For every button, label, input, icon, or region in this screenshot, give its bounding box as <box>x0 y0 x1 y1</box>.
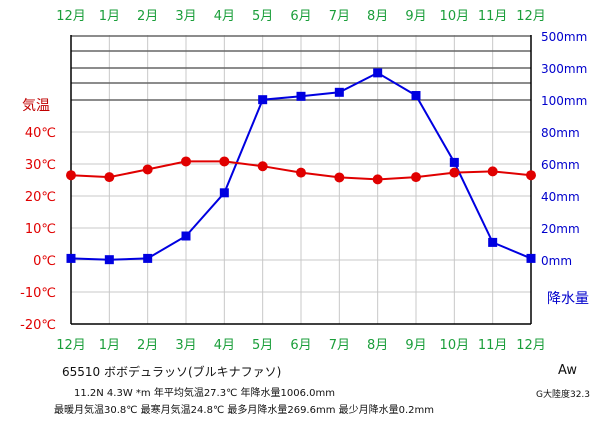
temperature-series <box>66 156 536 185</box>
precipitation-point <box>449 157 459 167</box>
precipitation-tick-label: 300mm <box>541 62 587 76</box>
temperature-tick-label: -20℃ <box>20 318 56 333</box>
month-label-top: 12月 <box>516 9 546 24</box>
temperature-point <box>411 172 421 183</box>
precipitation-point <box>219 188 229 198</box>
station-summary: 11.2N 4.3W *m 年平均気温27.3℃ 年降水量1006.0mm <box>74 388 335 399</box>
precipitation-series <box>66 68 536 265</box>
month-label-bottom: 3月 <box>175 338 196 353</box>
precipitation-tick-label: 80mm <box>541 126 580 140</box>
temperature-point <box>372 174 383 185</box>
month-label-top: 7月 <box>329 9 350 24</box>
chart-labels: 12月 1月 2月 3月 4月 5月 6月 7月 8月 9月 10月 11月 12月 12月 1月 2月 3月 4… <box>20 9 589 353</box>
station-name: 65510 ボボデュラッソ(ブルキナファソ) <box>62 365 282 379</box>
temperature-point <box>104 172 115 183</box>
precipitation-axis-title: 降水量 <box>547 291 589 307</box>
month-label-top: 11月 <box>478 9 508 24</box>
month-label-bottom: 8月 <box>367 338 388 353</box>
temperature-point <box>449 167 460 178</box>
precipitation-point <box>334 87 344 97</box>
precipitation-point <box>488 237 498 247</box>
precipitation-tick-label: 100mm <box>541 94 587 108</box>
precipitation-tick-label: 500mm <box>541 30 587 44</box>
temperature-point <box>526 170 536 181</box>
climate-code: Aw <box>558 363 577 378</box>
precipitation-point <box>66 253 76 263</box>
month-label-bottom: 1月 <box>99 338 120 353</box>
month-label-top: 5月 <box>252 9 273 24</box>
temperature-point <box>66 170 76 181</box>
temperature-point <box>257 161 268 172</box>
precipitation-point <box>411 91 421 101</box>
precipitation-point <box>258 95 268 105</box>
temperature-point <box>296 167 306 178</box>
month-label-bottom: 12月 <box>56 338 86 353</box>
precipitation-point <box>181 231 191 241</box>
precipitation-tick-label: 0mm <box>541 254 572 268</box>
temperature-tick-label: 40℃ <box>25 126 56 141</box>
temperature-tick-label: -10℃ <box>20 286 56 301</box>
temperature-tick-label: 0℃ <box>33 254 56 269</box>
month-label-bottom: 10月 <box>440 338 470 353</box>
temperature-axis-title: 気温 <box>22 98 50 114</box>
precipitation-point <box>373 68 383 78</box>
precipitation-point <box>526 253 536 263</box>
temperature-point <box>181 156 191 167</box>
month-label-bottom: 6月 <box>290 338 311 353</box>
month-label-top: 1月 <box>99 9 120 24</box>
month-label-bottom: 12月 <box>516 338 546 353</box>
precipitation-tick-label: 40mm <box>541 190 580 204</box>
month-label-bottom: 7月 <box>329 338 350 353</box>
temperature-point <box>487 166 498 177</box>
temperature-tick-label: 20℃ <box>25 190 56 205</box>
month-label-top: 12月 <box>56 9 86 24</box>
month-label-top: 9月 <box>405 9 426 24</box>
precipitation-point <box>296 91 306 101</box>
temperature-tick-label: 30℃ <box>25 158 56 173</box>
month-label-bottom: 4月 <box>214 338 235 353</box>
month-label-top: 6月 <box>290 9 311 24</box>
month-label-bottom: 5月 <box>252 338 273 353</box>
month-label-top: 3月 <box>175 9 196 24</box>
precipitation-point <box>143 253 153 263</box>
precipitation-tick-label: 60mm <box>541 158 580 172</box>
month-label-top: 10月 <box>440 9 470 24</box>
month-label-top: 2月 <box>137 9 158 24</box>
month-label-bottom: 11月 <box>478 338 508 353</box>
station-extremes: 最暖月気温30.8℃ 最寒月気温24.8℃ 最多月降水量269.6mm 最少月降… <box>54 405 435 416</box>
month-label-bottom: 2月 <box>137 338 158 353</box>
month-label-bottom: 9月 <box>405 338 426 353</box>
month-label-top: 4月 <box>214 9 235 24</box>
temperature-tick-label: 10℃ <box>25 222 56 237</box>
continentality-index: G大陸度32.3 <box>536 390 591 400</box>
precipitation-point <box>104 255 114 265</box>
precipitation-tick-label: 20mm <box>541 222 580 236</box>
month-label-top: 8月 <box>367 9 388 24</box>
temperature-point <box>142 164 153 175</box>
temperature-point <box>219 156 230 167</box>
temperature-point <box>334 172 345 183</box>
